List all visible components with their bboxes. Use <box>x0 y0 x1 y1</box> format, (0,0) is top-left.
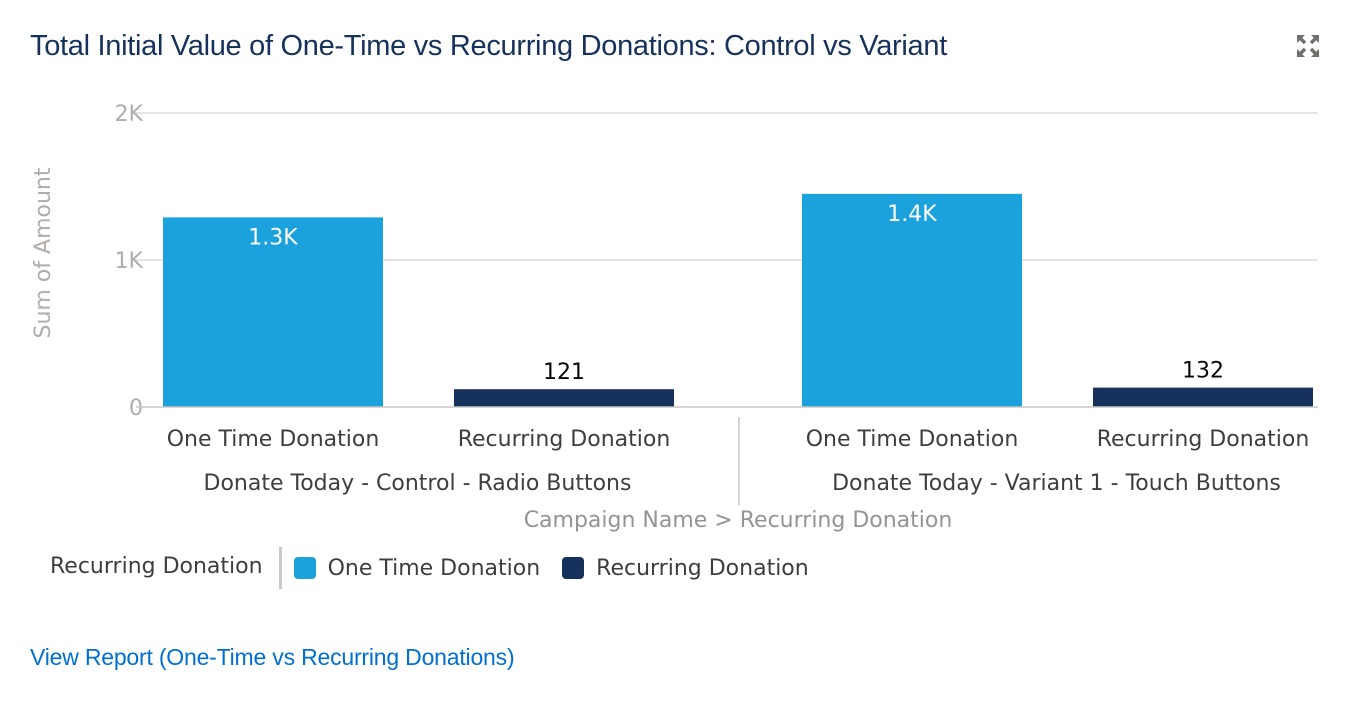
group-label: Donate Today - Variant 1 - Touch Buttons <box>832 471 1281 496</box>
data-label: 121 <box>543 360 585 385</box>
y-tick-label: 0 <box>129 396 143 421</box>
legend: Recurring Donation One Time Donation Rec… <box>50 546 831 590</box>
view-report-link[interactable]: View Report (One-Time vs Recurring Donat… <box>30 644 515 670</box>
legend-swatch-one-time <box>293 557 316 579</box>
legend-title: Recurring Donation <box>50 553 263 579</box>
x-axis-group-labels: Donate Today - Control - Radio Buttons Do… <box>204 471 1281 496</box>
bar[interactable] <box>163 217 383 407</box>
y-axis-label: Sum of Amount <box>31 167 56 338</box>
expand-button[interactable] <box>1294 32 1322 60</box>
data-label: 1.4Κ <box>887 202 937 227</box>
legend-item-recurring-donation[interactable]: Recurring Donation <box>562 556 809 581</box>
legend-divider <box>278 547 282 589</box>
x-tick-label: One Time Donation <box>806 427 1019 452</box>
bar[interactable] <box>1093 387 1313 407</box>
bars <box>163 193 1313 407</box>
data-label: 1.3Κ <box>248 225 298 250</box>
legend-label: One Time Donation <box>327 555 541 581</box>
x-tick-label: Recurring Donation <box>1097 427 1310 452</box>
y-tick-label: 1Κ <box>115 249 144 274</box>
x-tick-label: One Time Donation <box>167 427 380 452</box>
bar[interactable] <box>454 389 674 407</box>
legend-label: Recurring Donation <box>596 555 809 581</box>
x-axis-category-labels: One Time Donation Recurring Donation One T… <box>167 427 1310 452</box>
bar-chart: 0 1Κ 2Κ Sum of Amount 1.3Κ 121 1.4Κ 132 One T… <box>31 102 1318 533</box>
card-title: Total Initial Value of One-Time vs Recur… <box>30 30 947 62</box>
expand-icon <box>1297 35 1319 57</box>
y-tick-label: 2Κ <box>115 102 144 127</box>
legend-swatch-recurring <box>562 557 585 579</box>
bar[interactable] <box>802 193 1022 407</box>
data-label: 132 <box>1182 359 1224 384</box>
group-label: Donate Today - Control - Radio Buttons <box>204 471 632 496</box>
x-tick-label: Recurring Donation <box>458 427 671 452</box>
legend-item-one-time-donation[interactable]: One Time Donation <box>293 555 541 581</box>
x-axis-label: Campaign Name > Recurring Donation <box>524 508 953 533</box>
data-labels: 1.3Κ 121 1.4Κ 132 <box>248 202 1224 385</box>
y-axis-ticks: 0 1Κ 2Κ <box>115 102 144 421</box>
